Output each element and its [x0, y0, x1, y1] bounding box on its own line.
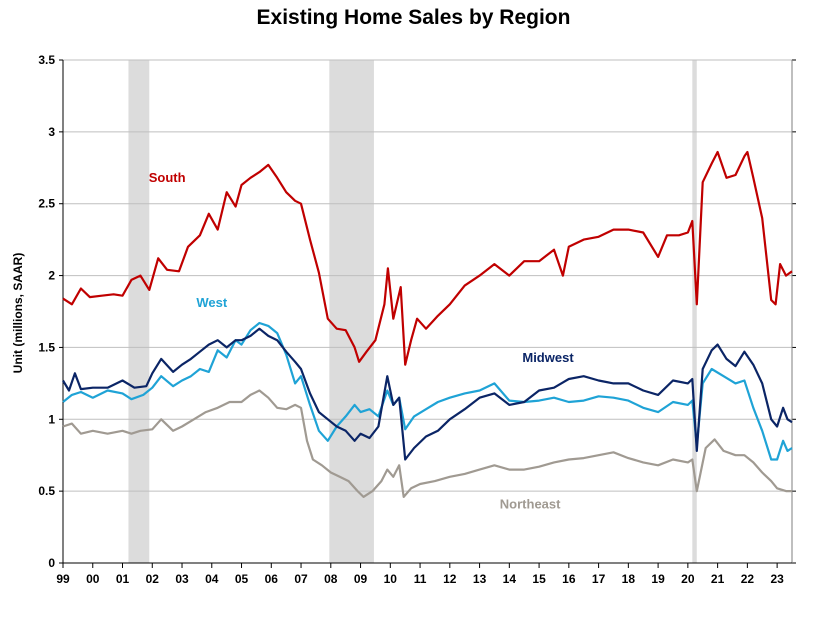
series-lines	[62, 150, 793, 498]
y-tick-label: 0	[48, 556, 55, 570]
recession-band	[692, 60, 697, 563]
axes: 0 0.5 1 1.5 2 2.5 3 3.5 99 00 01 02 03 04 05 06 07 08 09 10…	[38, 53, 796, 586]
y-tick-label: 2.5	[38, 197, 55, 211]
x-tick-label: 10	[384, 572, 398, 586]
x-tick-label: 12	[443, 572, 457, 586]
y-tick-label: 1	[48, 412, 55, 426]
recession-bands	[128, 60, 697, 563]
x-tick-label: 23	[770, 572, 784, 586]
x-tick-label: 01	[116, 572, 130, 586]
x-tick-label: 15	[532, 572, 546, 586]
series-label-northeast: Northeast	[500, 496, 561, 511]
x-tick-label: 18	[622, 572, 636, 586]
x-tick-label: 03	[175, 572, 189, 586]
y-tick-label: 3	[48, 125, 55, 139]
y-tick-label: 1.5	[38, 340, 55, 354]
x-tick-label: 11	[414, 572, 427, 586]
x-tick-label: 09	[354, 572, 368, 586]
series-line-midwest	[62, 327, 793, 461]
x-tick-label: 22	[741, 572, 755, 586]
series-line-northeast	[62, 389, 792, 498]
x-tick-label: 06	[265, 572, 279, 586]
x-tick-label: 07	[294, 572, 308, 586]
x-tick-label: 04	[205, 572, 219, 586]
x-tick-label: 05	[235, 572, 249, 586]
x-tick-label: 02	[146, 572, 160, 586]
x-tick-label: 08	[324, 572, 338, 586]
series-label-south: South	[149, 170, 186, 185]
y-tick-label: 3.5	[38, 53, 55, 67]
x-tick-label: 99	[56, 572, 70, 586]
series-labels: South West Midwest Northeast	[149, 170, 575, 511]
y-axis-label: Unit (millions, SAAR)	[11, 253, 25, 374]
recession-band	[128, 60, 150, 563]
x-tick-label: 21	[711, 572, 725, 586]
chart-title: Existing Home Sales by Region	[256, 6, 571, 29]
y-tick-label: 2	[48, 269, 55, 283]
x-tick-label: 20	[681, 572, 695, 586]
x-tick-label: 00	[86, 572, 100, 586]
x-tick-label: 16	[562, 572, 576, 586]
series-line-west	[62, 321, 793, 461]
x-tick-label: 14	[503, 572, 517, 586]
series-label-midwest: Midwest	[522, 350, 574, 365]
x-tick-label: 17	[592, 572, 606, 586]
series-line-south	[62, 150, 793, 366]
x-tick-label: 19	[651, 572, 665, 586]
x-tick-label: 13	[473, 572, 487, 586]
gridlines	[63, 59, 792, 492]
y-tick-label: 0.5	[38, 484, 55, 498]
recession-band	[329, 60, 374, 563]
series-label-west: West	[196, 295, 227, 310]
